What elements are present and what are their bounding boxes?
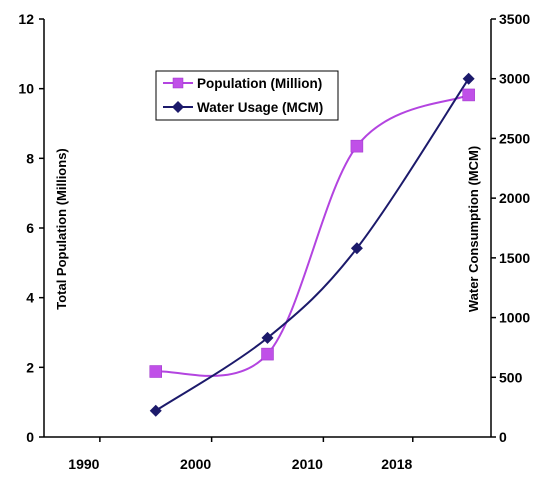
right-tick-label: 2000 bbox=[499, 190, 530, 206]
left-y-ticks: 0 2 4 6 8 10 12 bbox=[18, 11, 44, 445]
left-tick-label: 6 bbox=[26, 220, 34, 236]
marker-water-usage-1995 bbox=[149, 404, 162, 417]
marker-population-2013 bbox=[350, 139, 364, 153]
right-tick-label: 1000 bbox=[499, 310, 530, 326]
legend-label-water: Water Usage (MCM) bbox=[197, 100, 323, 115]
x-tick-label: 2018 bbox=[381, 456, 412, 472]
marker-water-usage-2023 bbox=[462, 72, 475, 85]
legend: Population (Million) Water Usage (MCM) bbox=[155, 70, 339, 121]
legend-swatch-marker-population bbox=[172, 77, 184, 89]
left-tick-label: 4 bbox=[26, 290, 34, 306]
x-tick-label: 2010 bbox=[292, 456, 323, 472]
right-tick-label: 0 bbox=[499, 429, 507, 445]
x-ticks: 1990 2000 2010 2018 bbox=[68, 437, 414, 472]
marker-population-2023 bbox=[462, 88, 475, 102]
left-tick-label: 12 bbox=[18, 11, 34, 27]
left-tick-label: 0 bbox=[26, 429, 34, 445]
left-tick-label: 8 bbox=[26, 150, 34, 166]
legend-swatch-marker-water bbox=[172, 101, 184, 113]
series-line-water-usage bbox=[155, 78, 470, 412]
series-line-population bbox=[155, 94, 470, 377]
left-tick-label: 2 bbox=[26, 359, 34, 375]
marker-population-1995 bbox=[149, 365, 162, 378]
marker-population-2005 bbox=[261, 347, 274, 361]
left-tick-label: 10 bbox=[18, 81, 34, 97]
legend-box bbox=[155, 70, 339, 121]
right-tick-label: 500 bbox=[499, 369, 523, 385]
x-tick-label: 1990 bbox=[68, 456, 99, 472]
left-y-axis-title: Total Population (Millions) bbox=[54, 148, 69, 310]
marker-water-usage-2013 bbox=[350, 242, 363, 255]
series-lines bbox=[155, 78, 470, 412]
x-tick-label: 2000 bbox=[180, 456, 211, 472]
right-tick-label: 2500 bbox=[499, 130, 530, 146]
series-markers bbox=[149, 72, 475, 417]
marker-water-usage-2005 bbox=[261, 331, 274, 344]
right-y-axis-title: Water Consumption (MCM) bbox=[466, 146, 481, 312]
right-tick-label: 3500 bbox=[499, 11, 530, 27]
right-y-ticks: 0 500 1000 1500 2000 2500 3000 3500 bbox=[491, 11, 530, 445]
right-tick-label: 1500 bbox=[499, 250, 530, 266]
legend-label-population: Population (Million) bbox=[197, 76, 322, 91]
right-tick-label: 3000 bbox=[499, 71, 530, 87]
